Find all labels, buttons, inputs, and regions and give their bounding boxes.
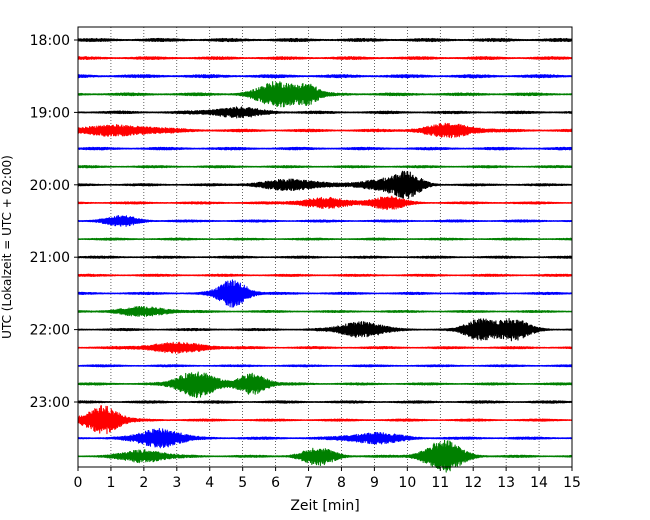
trace-2100	[77, 255, 573, 259]
x-tick-label-6: 6	[271, 475, 280, 491]
x-axis-ticks: 0 1 2 3 4 5 6 7 8 9 10 11 12 13 14 15	[74, 467, 581, 491]
trace-1800	[77, 37, 573, 43]
trace-2315	[77, 405, 573, 435]
x-tick-label-1: 1	[106, 475, 115, 491]
trace-1830	[77, 74, 573, 79]
y-tick-label-2100: 21:00	[30, 250, 70, 266]
x-tick-label-15: 15	[563, 475, 581, 491]
trace-1815	[77, 56, 573, 61]
trace-2245	[77, 371, 573, 399]
trace-2345	[77, 439, 573, 473]
y-tick-label-1900: 19:00	[30, 105, 70, 121]
y-tick-label-2300: 23:00	[30, 395, 70, 411]
x-tick-label-7: 7	[304, 475, 313, 491]
trace-1845	[77, 81, 573, 108]
trace-2015	[77, 195, 573, 211]
trace-2030	[77, 215, 573, 227]
x-tick-label-11: 11	[431, 475, 449, 491]
trace-1930	[77, 146, 573, 151]
y-axis-label: UTC (Lokalzeit = UTC + 02:00)	[0, 155, 14, 339]
trace-2300	[77, 400, 573, 404]
trace-1945	[77, 165, 573, 169]
x-tick-label-9: 9	[370, 475, 379, 491]
x-axis-label: Zeit [min]	[290, 498, 359, 514]
trace-2115	[77, 273, 573, 277]
y-tick-label-2200: 22:00	[30, 323, 70, 339]
trace-1915	[77, 122, 573, 139]
y-axis-ticks: 18:00 19:00 20:00 21:00 22:00 23:00	[30, 33, 78, 411]
x-tick-label-12: 12	[464, 475, 482, 491]
trace-2145	[77, 305, 573, 317]
trace-2330	[77, 428, 573, 449]
trace-2000	[77, 170, 573, 199]
x-tick-label-4: 4	[205, 475, 214, 491]
x-tick-label-5: 5	[238, 475, 247, 491]
x-tick-label-8: 8	[337, 475, 346, 491]
trace-2045	[77, 237, 573, 241]
x-tick-label-10: 10	[398, 475, 416, 491]
trace-1900	[77, 106, 573, 119]
y-tick-label-2000: 20:00	[30, 178, 70, 194]
trace-2230	[77, 364, 573, 368]
trace-lines	[77, 37, 573, 473]
plot-frame	[77, 26, 573, 468]
x-tick-label-13: 13	[497, 475, 515, 491]
trace-2200	[77, 318, 573, 342]
y-tick-label-1800: 18:00	[30, 33, 70, 49]
x-tick-label-14: 14	[530, 475, 548, 491]
x-tick-label-2: 2	[139, 475, 148, 491]
x-tick-label-3: 3	[172, 475, 181, 491]
trace-2130	[77, 279, 573, 308]
trace-2215	[77, 341, 573, 354]
x-tick-label-0: 0	[74, 475, 83, 491]
